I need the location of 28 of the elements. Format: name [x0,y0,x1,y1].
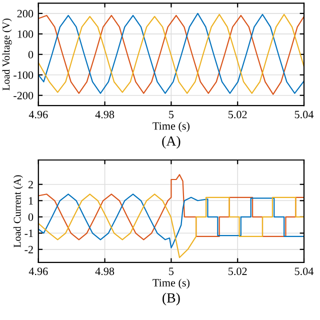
x-tick-label: 5.02 [228,268,247,276]
y-tick-label: 2 [28,180,33,188]
x-tick-label: 5.02 [228,110,247,118]
x-tick-label: 4.98 [95,268,114,276]
y-tick-label: -200 [14,92,34,100]
y-tick-label: -2 [24,246,33,254]
y-tick-label: 1 [28,197,33,204]
y-axis-title: Load Voltage (V) [2,18,12,90]
x-tick-label: 5 [169,268,174,276]
y-tick-label: 200 [17,10,34,18]
x-tick-label: 5.04 [294,110,314,118]
y-tick-label: 0 [28,50,34,58]
text: (A) [162,136,180,149]
line-series [38,194,304,248]
y-axis-title: Load Current (A) [13,175,23,248]
y-tick-label: -1 [24,230,33,237]
x-tick-label: 5 [169,110,174,118]
x-tick-label: 4.98 [95,110,114,118]
y-tick-label: -100 [14,71,34,79]
x-tick-label: 4.96 [28,110,48,118]
x-tick-label: 4.96 [28,268,48,276]
x-axis-title: Time (s) [152,122,190,132]
x-axis-title: Time (s) [152,278,190,289]
text: (B) [162,292,180,306]
x-tick-label: 5.04 [294,268,314,276]
line-series [38,194,304,258]
y-tick-label: 0 [28,213,34,221]
y-tick-label: 100 [18,30,34,38]
